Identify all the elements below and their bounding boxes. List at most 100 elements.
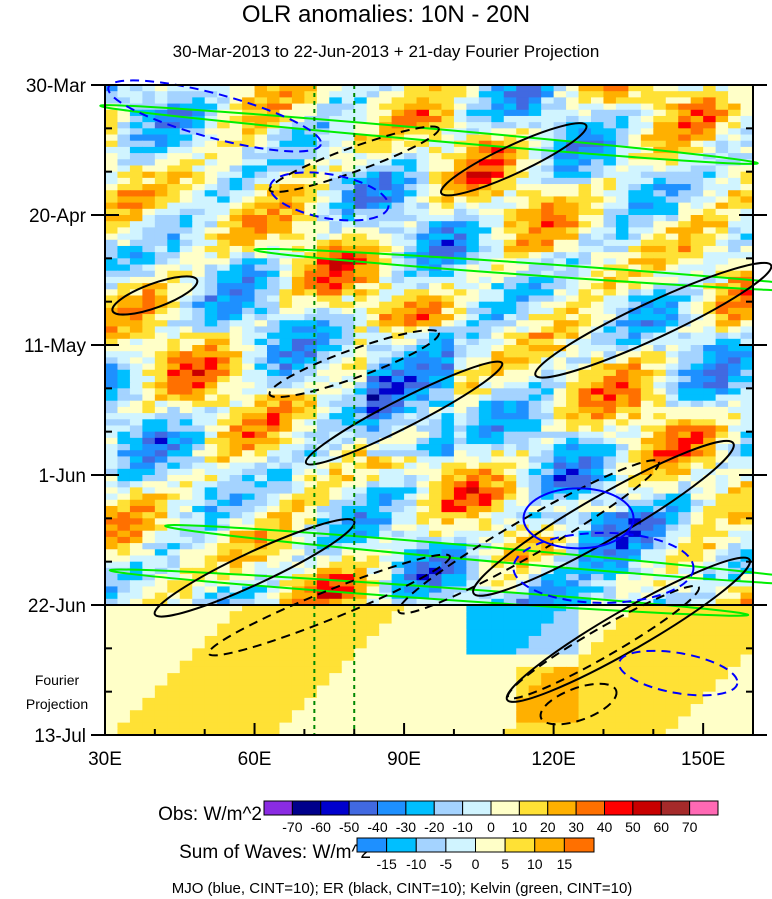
heatmap-cell xyxy=(179,171,193,179)
heatmap-cell xyxy=(740,245,754,253)
heatmap-cell xyxy=(665,357,679,365)
heatmap-cell xyxy=(354,629,368,637)
heatmap-cell xyxy=(404,171,418,179)
heatmap-cell xyxy=(366,190,380,198)
heatmap-cell xyxy=(640,617,654,625)
heatmap-cell xyxy=(640,264,654,272)
heatmap-cell xyxy=(316,586,330,594)
heatmap-cell xyxy=(341,140,355,148)
heatmap-cell xyxy=(329,332,343,340)
heatmap-cell xyxy=(503,611,517,618)
heatmap-cell xyxy=(615,586,629,594)
heatmap-cell xyxy=(740,561,754,569)
heatmap-cell xyxy=(416,499,430,507)
heatmap-cell xyxy=(217,493,231,501)
heatmap-cell xyxy=(728,623,742,631)
heatmap-cell xyxy=(541,605,555,612)
heatmap-cell xyxy=(391,153,405,160)
heatmap-cell xyxy=(528,437,542,445)
heatmap-cell xyxy=(142,555,156,563)
heatmap-cell xyxy=(179,536,193,544)
heatmap-cell xyxy=(267,202,281,210)
heatmap-cell xyxy=(279,351,293,358)
heatmap-cell xyxy=(653,177,667,185)
heatmap-cell xyxy=(541,91,555,98)
heatmap-cell xyxy=(441,406,455,414)
heatmap-cell xyxy=(366,555,380,563)
heatmap-cell xyxy=(429,648,443,656)
heatmap-cell xyxy=(391,419,405,427)
heatmap-cell xyxy=(379,375,393,383)
heatmap-cell xyxy=(167,660,181,668)
heatmap-cell xyxy=(528,289,542,297)
heatmap-cell xyxy=(192,283,206,290)
heatmap-cell xyxy=(129,635,143,643)
heatmap-cell xyxy=(366,654,380,662)
heatmap-cell xyxy=(541,530,555,538)
heatmap-cell xyxy=(117,660,131,668)
heatmap-cell xyxy=(516,394,530,402)
heatmap-cell xyxy=(304,666,318,674)
heatmap-cell xyxy=(142,586,156,594)
heatmap-cell xyxy=(291,635,305,643)
heatmap-cell xyxy=(740,357,754,365)
heatmap-cell xyxy=(453,481,467,488)
heatmap-cell xyxy=(366,400,380,408)
heatmap-cell xyxy=(416,338,430,346)
heatmap-cell xyxy=(640,351,654,358)
heatmap-cell xyxy=(503,221,517,228)
heatmap-cell xyxy=(117,487,131,495)
heatmap-cell xyxy=(217,289,231,297)
heatmap-cell xyxy=(429,375,443,383)
heatmap-cell xyxy=(715,413,729,420)
heatmap-cell xyxy=(578,666,592,674)
heatmap-cell xyxy=(441,555,455,563)
heatmap-cell xyxy=(478,357,492,365)
heatmap-cell xyxy=(105,369,119,377)
heatmap-cell xyxy=(192,128,206,136)
heatmap-cell xyxy=(192,357,206,365)
heatmap-cell xyxy=(478,673,492,680)
heatmap-cell xyxy=(429,369,443,377)
heatmap-cell xyxy=(404,567,418,575)
heatmap-cell xyxy=(341,431,355,439)
heatmap-cell xyxy=(503,666,517,674)
heatmap-cell xyxy=(329,388,343,396)
heatmap-cell xyxy=(566,283,580,290)
heatmap-cell xyxy=(129,283,143,290)
heatmap-cell xyxy=(416,227,430,235)
heatmap-cell xyxy=(229,184,243,191)
heatmap-cell xyxy=(254,357,268,365)
heatmap-cell xyxy=(429,307,443,315)
heatmap-cell xyxy=(678,598,692,606)
heatmap-cell xyxy=(466,177,480,185)
heatmap-cell xyxy=(279,97,293,105)
heatmap-cell xyxy=(678,666,692,674)
heatmap-cell xyxy=(466,85,480,92)
heatmap-cell xyxy=(341,543,355,550)
heatmap-cell xyxy=(167,456,181,464)
heatmap-cell xyxy=(503,289,517,297)
heatmap-cell xyxy=(453,450,467,458)
heatmap-cell xyxy=(316,468,330,476)
heatmap-cell xyxy=(366,586,380,594)
heatmap-cell xyxy=(254,326,268,334)
heatmap-cell xyxy=(341,283,355,290)
heatmap-cell xyxy=(640,574,654,581)
heatmap-cell xyxy=(217,425,231,433)
heatmap-cell xyxy=(217,258,231,266)
heatmap-cell xyxy=(466,493,480,501)
heatmap-cell xyxy=(615,245,629,253)
heatmap-cell xyxy=(628,419,642,427)
heatmap-cell xyxy=(591,122,605,129)
heatmap-cell xyxy=(267,462,281,470)
heatmap-cell xyxy=(291,481,305,488)
heatmap-cell xyxy=(491,518,505,526)
heatmap-cell xyxy=(740,623,754,631)
heatmap-cell xyxy=(628,190,642,198)
heatmap-cell xyxy=(653,673,667,680)
heatmap-cell xyxy=(640,115,654,123)
heatmap-cell xyxy=(304,140,318,148)
heatmap-cell xyxy=(167,444,181,451)
heatmap-cell xyxy=(404,605,418,612)
